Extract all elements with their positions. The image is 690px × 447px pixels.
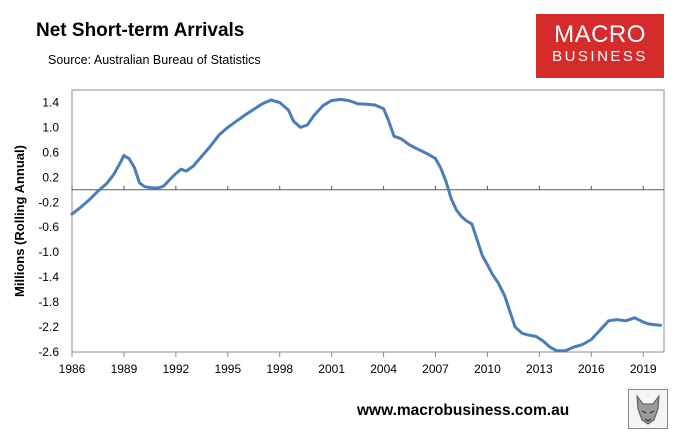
- y-tick-label: -0.2: [38, 195, 59, 209]
- y-tick-label: 1.0: [42, 120, 59, 134]
- x-tick-label: 2004: [370, 362, 397, 376]
- y-tick-label: 0.2: [42, 170, 59, 184]
- x-tick-label: 2007: [422, 362, 449, 376]
- wolf-icon: [628, 389, 668, 429]
- x-tick-label: 1998: [266, 362, 293, 376]
- x-tick-label: 1986: [59, 362, 86, 376]
- x-tick-label: 2019: [630, 362, 657, 376]
- y-tick-label: 0.6: [42, 145, 59, 159]
- y-tick-label: -0.6: [38, 220, 59, 234]
- y-tick-label: -2.2: [38, 320, 59, 334]
- plot-area: [71, 89, 665, 353]
- y-axis-label: Millions (Rolling Annual): [12, 145, 27, 297]
- x-tick-label: 2001: [318, 362, 345, 376]
- y-tick-label: 1.4: [42, 95, 59, 109]
- logo-line-2: BUSINESS: [552, 48, 648, 65]
- macrobusiness-logo: MACRO BUSINESS: [536, 14, 664, 78]
- y-tick-label: -1.0: [38, 245, 59, 259]
- y-tick-label: -2.6: [38, 345, 59, 359]
- y-tick-label: -1.8: [38, 295, 59, 309]
- x-tick-label: 2010: [474, 362, 501, 376]
- x-tick-label: 1995: [214, 362, 241, 376]
- x-tick-label: 1992: [163, 362, 190, 376]
- logo-line-1: MACRO: [554, 21, 646, 48]
- x-tick-label: 2013: [526, 362, 553, 376]
- x-tick-label: 2016: [578, 362, 605, 376]
- series-line: [70, 97, 662, 353]
- chart-subtitle: Source: Australian Bureau of Statistics: [48, 53, 261, 67]
- website-url[interactable]: www.macrobusiness.com.au: [357, 402, 570, 419]
- x-tick-label: 1989: [111, 362, 138, 376]
- chart-title: Net Short-term Arrivals: [36, 20, 245, 41]
- y-tick-label: -1.4: [38, 270, 59, 284]
